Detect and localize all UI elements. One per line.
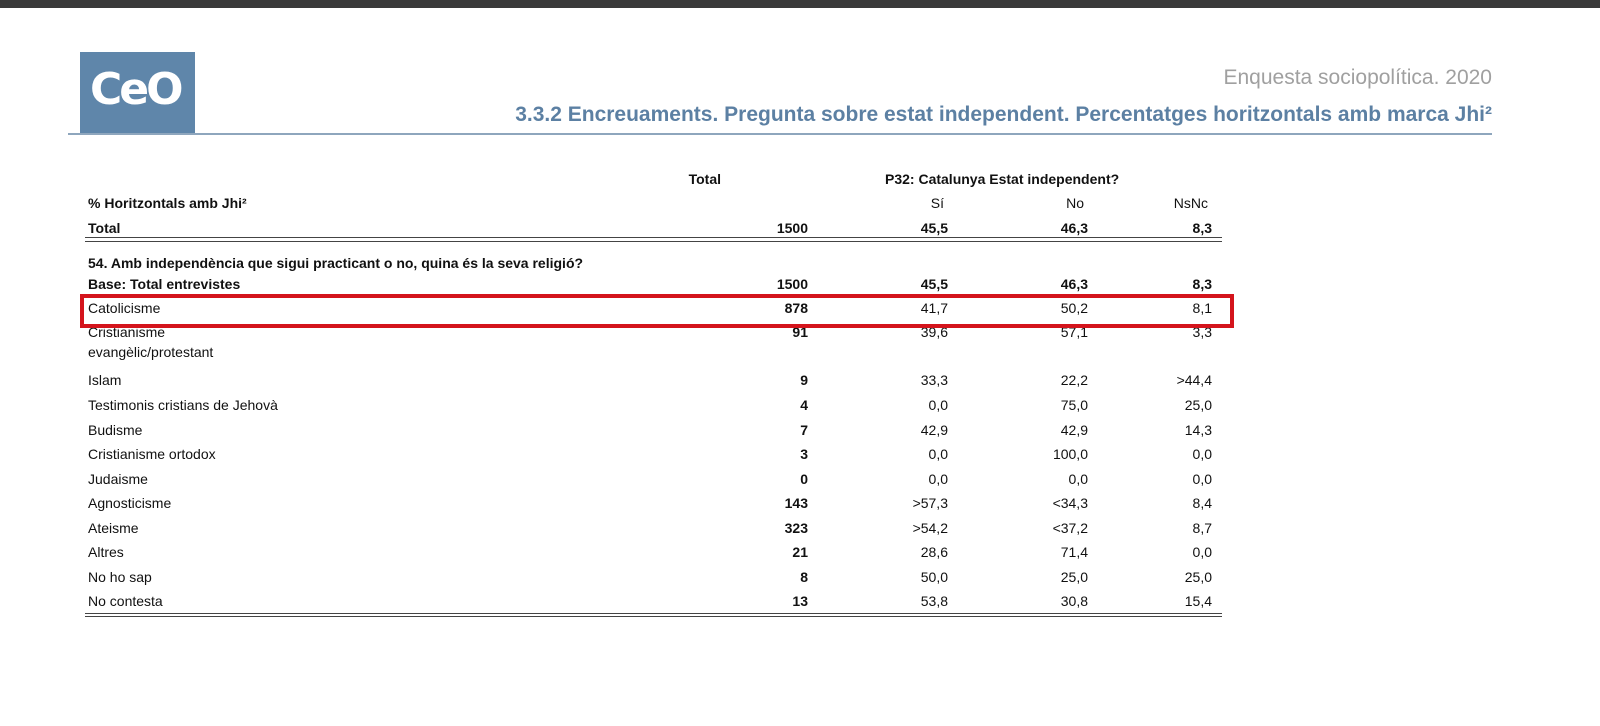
row-label: Budisme [88,422,143,438]
cell-value: <34,3 [1052,495,1088,511]
cell-value: 45,5 [920,276,948,292]
cell-value: 42,9 [920,422,948,438]
cell-value: 4 [800,397,808,413]
cell-value: 22,2 [1060,372,1088,388]
title: 3.3.2 Encreuaments. Pregunta sobre estat… [515,103,1492,126]
cell-value: 0,0 [1192,544,1212,560]
column-header: No [1066,195,1084,211]
cell-value: 42,9 [1060,422,1088,438]
cell-value: 75,0 [1060,397,1088,413]
divider [85,613,1222,614]
cell-value: 8,3 [1192,276,1212,292]
cell-value: 0,0 [1192,471,1212,487]
cell-value: 8,3 [1192,220,1212,236]
column-group-header: P32: Catalunya Estat independent? [885,171,1120,187]
row-label: No ho sap [88,569,152,585]
row-label: Altres [88,544,124,560]
row-label: Ateisme [88,520,139,536]
cell-value: 8,4 [1192,495,1212,511]
row-label: Base: Total entrevistes [88,276,241,292]
cell-value: 50,2 [1060,300,1088,316]
cell-value: 13 [792,593,808,609]
row-label: Testimonis cristians de Jehovà [88,397,278,413]
cell-value: 45,5 [920,220,948,236]
cell-value: 28,6 [920,544,948,560]
cell-value: 0,0 [928,446,948,462]
divider [85,616,1222,617]
cell-value: 323 [784,520,808,536]
row-label: Agnosticisme [88,495,172,511]
cell-value: 53,8 [920,593,948,609]
cell-value: 33,3 [920,372,948,388]
cell-value: 39,6 [920,324,948,340]
cell-value: 7 [800,422,808,438]
highlight-box [80,294,1234,328]
row-label: Catolicisme [88,300,161,316]
cell-value: <37,2 [1052,520,1088,536]
cell-value: 46,3 [1060,276,1088,292]
column-header: Total [688,171,721,187]
cell-value: 15,4 [1184,593,1212,609]
row-label: Cristianisme evangèlic/protestant [88,324,214,360]
cell-value: 30,8 [1060,593,1088,609]
divider [85,237,1222,238]
row-header: % Horitzontals amb Jhi² [88,195,247,211]
cell-value: 50,0 [920,569,948,585]
cell-value: >57,3 [912,495,948,511]
cell-value: 8,7 [1192,520,1212,536]
subtitle: Enquesta sociopolítica. 2020 [1223,66,1492,89]
cell-value: 0,0 [1068,471,1088,487]
column-header: Sí [930,195,944,211]
column-header: NsNc [1173,195,1208,211]
top-bar [0,0,1600,8]
logo: CeO [80,52,195,135]
cell-value: 0,0 [928,471,948,487]
question: 54. Amb independència que sigui practica… [88,255,584,271]
row-label: Total [88,220,121,236]
cell-value: 57,1 [1060,324,1088,340]
cell-value: 21 [792,544,808,560]
row-label: Islam [88,372,122,388]
cell-value: 0,0 [928,397,948,413]
cell-value: 25,0 [1184,397,1212,413]
cell-value: 14,3 [1184,422,1212,438]
cell-value: 8,1 [1192,300,1212,316]
cell-value: 3 [800,446,808,462]
cell-value: 0,0 [1192,446,1212,462]
cell-value: 71,4 [1060,544,1088,560]
logo-text: CeO [90,64,184,115]
cell-value: >54,2 [912,520,948,536]
row-label: No contesta [88,593,163,609]
cell-value: 0 [800,471,808,487]
row-label: Judaisme [88,471,148,487]
cell-value: 878 [784,300,808,316]
divider [85,241,1222,242]
row-label: Cristianisme ortodox [88,446,216,462]
cell-value: 100,0 [1052,446,1088,462]
cell-value: 46,3 [1060,220,1088,236]
cell-value: >44,4 [1176,372,1212,388]
cell-value: 25,0 [1060,569,1088,585]
cell-value: 25,0 [1184,569,1212,585]
cell-value: 41,7 [920,300,948,316]
title-rule [68,133,1492,135]
cell-value: 3,3 [1192,324,1212,340]
cell-value: 1500 [776,220,808,236]
cell-value: 1500 [776,276,808,292]
cell-value: 91 [792,324,808,340]
cell-value: 8 [800,569,808,585]
cell-value: 9 [800,372,808,388]
cell-value: 143 [784,495,808,511]
